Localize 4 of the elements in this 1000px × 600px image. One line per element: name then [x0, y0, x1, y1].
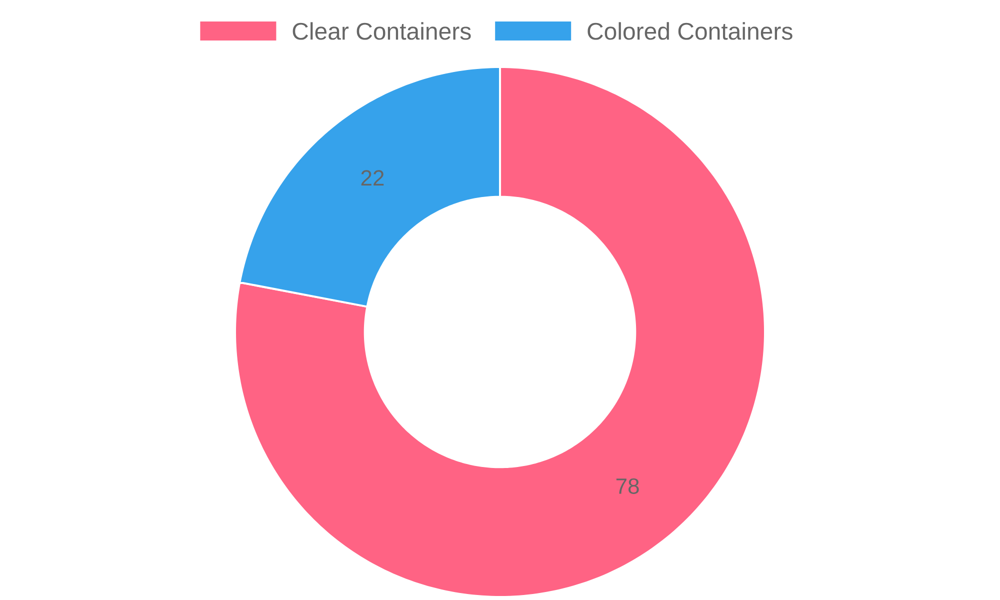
- data-label: 22: [361, 170, 384, 186]
- legend-label: Colored Containers: [588, 22, 792, 40]
- legend-label: Clear Containers: [292, 22, 471, 40]
- data-label: 78: [616, 478, 639, 494]
